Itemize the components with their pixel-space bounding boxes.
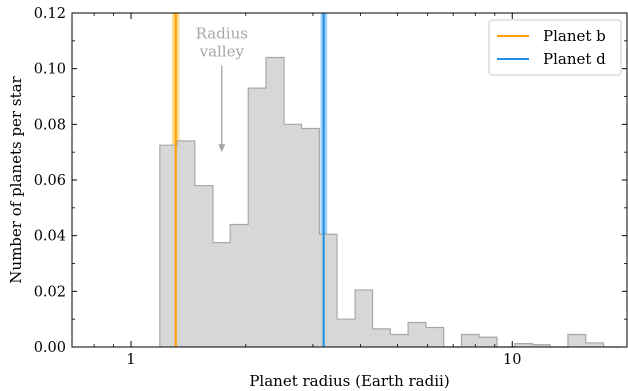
histogram-bar	[355, 289, 373, 347]
x-tick-label: 1	[126, 352, 135, 368]
histogram-bar	[212, 242, 231, 347]
annotation-text-line-1: Radius	[196, 24, 248, 42]
histogram-outline	[159, 56, 622, 348]
y-tick-label: 0.06	[34, 173, 66, 189]
legend-label-planet-d: Planet d	[543, 50, 606, 68]
histogram-bar	[159, 145, 178, 347]
planet-lines	[174, 13, 325, 347]
y-axis-ticks: 0.00 0.02 0.04 0.06 0.08 0.10 0.12	[34, 6, 627, 356]
x-axis-ticks: 1 10	[71, 13, 628, 368]
y-tick-label: 0.12	[34, 6, 66, 22]
histogram-bar	[177, 141, 195, 347]
x-tick-label: 10	[503, 352, 521, 368]
legend-label-planet-b: Planet b	[543, 27, 606, 45]
histogram-bar	[585, 342, 604, 347]
histogram-bar	[337, 319, 356, 347]
y-axis-label: Number of planets per star	[7, 75, 25, 283]
y-tick-label: 0.04	[34, 229, 66, 245]
histogram-bar	[372, 328, 391, 347]
histogram-bar	[479, 337, 497, 347]
legend: Planet b Planet d	[488, 19, 622, 76]
histogram-bar	[266, 57, 285, 348]
histogram-bar	[284, 124, 302, 347]
histogram-bar	[461, 334, 480, 347]
histogram-bar	[532, 344, 551, 347]
histogram-bar	[194, 185, 213, 347]
y-tick-label: 0.10	[34, 62, 66, 78]
histogram-bar	[319, 234, 338, 347]
histogram-bar	[426, 327, 444, 347]
histogram-bars	[159, 56, 622, 348]
legend-box	[488, 19, 622, 76]
histogram-bar	[390, 334, 409, 347]
annotation-arrow-head	[218, 144, 226, 153]
histogram-bar	[230, 224, 249, 347]
histogram-bar	[408, 322, 427, 347]
histogram-bar	[514, 343, 533, 347]
y-tick-label: 0.02	[34, 284, 66, 300]
histogram-bar	[248, 88, 267, 348]
y-tick-label: 0.08	[34, 117, 66, 133]
radius-valley-annotation: Radius valley	[196, 24, 248, 153]
histogram-bar	[301, 128, 320, 347]
y-tick-label: 0.00	[34, 340, 66, 356]
histogram-bar	[567, 334, 586, 347]
annotation-text-line-2: valley	[199, 42, 245, 60]
x-axis-label: Planet radius (Earth radii)	[249, 372, 449, 390]
